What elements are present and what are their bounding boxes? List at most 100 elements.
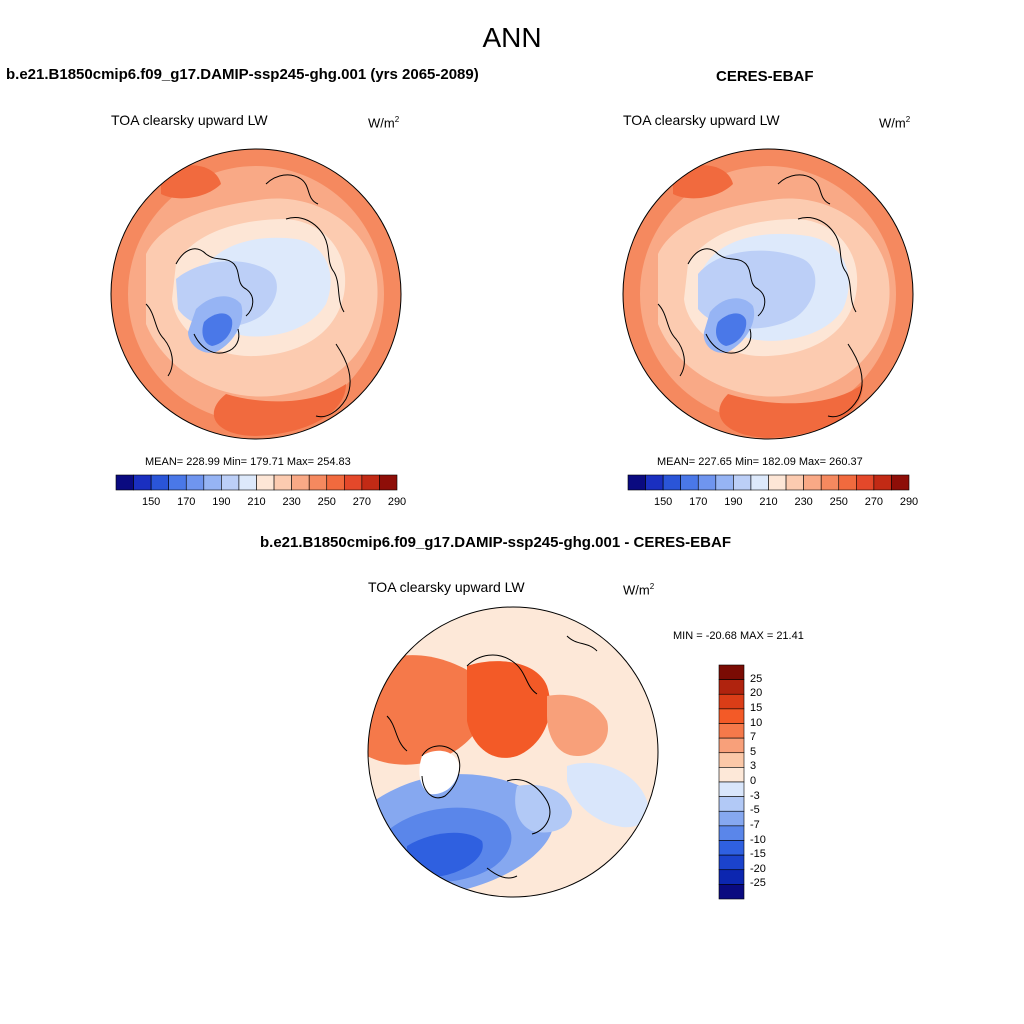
colorbar-diff-tick-label: 0 (750, 775, 757, 787)
colorbar-obs-swatch (820, 474, 840, 491)
colorbar-obs-swatch (768, 474, 787, 491)
map-obs (622, 148, 914, 440)
panel-diff-heading: b.e21.B1850cmip6.f09_g17.DAMIP-ssp245-gh… (260, 534, 731, 551)
colorbar-diff-tick-label: 15 (750, 701, 763, 714)
panel-diff-unit: W/m2 (623, 582, 655, 598)
colorbar-model-swatch (115, 474, 134, 491)
colorbar-diff-tick-label: -7 (750, 818, 760, 831)
map-model (110, 148, 402, 440)
colorbar-diff-tick-label: 7 (750, 731, 757, 744)
colorbar-model-tick-label: 210 (247, 496, 266, 508)
colorbar-obs-swatch (697, 474, 717, 491)
colorbar-model-tick-label: 230 (282, 496, 301, 508)
panel-diff-stats: MIN = -20.68 MAX = 21.41 (673, 630, 804, 642)
map-diff (367, 606, 659, 898)
colorbar-diff-tick-label: -15 (750, 848, 766, 861)
colorbar-diff-swatch (718, 693, 745, 710)
colorbar-obs-swatch (680, 474, 699, 491)
colorbar-obs-tick-label: 150 (653, 496, 673, 508)
colorbar-diff-swatch (718, 810, 745, 827)
colorbar-diff-tick-label: 5 (750, 745, 757, 758)
colorbar-obs-swatch (803, 474, 822, 491)
colorbar-diff-tick-label: -5 (750, 804, 760, 817)
colorbar-obs-tick-label: 230 (794, 496, 813, 508)
colorbar-obs-tick-label: 190 (724, 496, 743, 508)
colorbar-obs-tick-label: 250 (829, 496, 848, 508)
panel-model-stats: MEAN= 228.99 Min= 179.71 Max= 254.83 (145, 456, 351, 468)
panel-obs-heading: CERES-EBAF (716, 68, 814, 85)
colorbar-diff-tick-label: 25 (750, 672, 763, 685)
colorbar-diff-swatch (718, 825, 745, 841)
colorbar-obs-tick-label: 170 (689, 496, 708, 508)
colorbar-model-tick-label: 170 (177, 496, 196, 508)
panel-model-unit: W/m2 (368, 115, 400, 131)
colorbar-obs-swatch (662, 474, 681, 491)
colorbar-diff-swatch (718, 840, 745, 856)
colorbar-model-swatch (256, 474, 275, 491)
colorbar-model-swatch (185, 474, 205, 491)
colorbar-diff-tick-label: 3 (750, 760, 757, 773)
colorbar-diff-swatch (718, 679, 745, 695)
colorbar-model-swatch (379, 474, 398, 491)
colorbar-obs-swatch (715, 474, 734, 491)
colorbar-obs-swatch (873, 474, 892, 491)
colorbar-model-swatch (361, 474, 380, 491)
colorbar-model-swatch (326, 474, 345, 491)
colorbar-diff-swatch (718, 796, 745, 812)
colorbar-model-swatch (308, 474, 328, 491)
panel-obs-variable: TOA clearsky upward LW (623, 112, 780, 128)
panel-obs-unit: W/m2 (879, 115, 911, 131)
panel-model-variable: TOA clearsky upward LW (111, 112, 268, 128)
colorbar-diff-swatch (718, 708, 745, 724)
colorbar-obs-swatch (785, 474, 804, 491)
colorbar-model (115, 474, 398, 491)
colorbar-diff-swatch (718, 854, 745, 871)
colorbar-obs-ticks: 150 170 190 210 230 250 270 290 (628, 496, 918, 510)
colorbar-obs-tick-label: 270 (864, 496, 884, 508)
colorbar-diff-swatch (718, 664, 745, 680)
panel-obs-stats: MEAN= 227.65 Min= 182.09 Max= 260.37 (657, 456, 863, 468)
colorbar-obs-swatch (856, 474, 875, 491)
colorbar-obs-swatch (838, 474, 857, 491)
colorbar-diff-swatch (718, 884, 745, 900)
colorbar-diff (718, 664, 745, 900)
colorbar-diff-tick-label: -10 (750, 833, 766, 846)
colorbar-model-swatch (168, 474, 187, 491)
colorbar-model-swatch (150, 474, 169, 491)
colorbar-diff-swatch (718, 737, 745, 754)
colorbar-obs-tick-label: 290 (899, 496, 919, 508)
colorbar-model-swatch (133, 474, 152, 491)
colorbar-diff-tick-label: 20 (750, 687, 763, 700)
colorbar-diff-swatch (718, 869, 745, 885)
colorbar-obs-swatch (733, 474, 752, 491)
colorbar-obs-swatch (750, 474, 769, 491)
colorbar-model-swatch (291, 474, 310, 491)
colorbar-model-tick-label: 150 (141, 496, 161, 508)
colorbar-model-tick-label: 190 (212, 496, 231, 508)
colorbar-diff-tick-label: -20 (750, 862, 766, 875)
colorbar-obs-tick-label: 210 (759, 496, 778, 508)
colorbar-model-swatch (203, 474, 222, 491)
colorbar-diff-tick-label: -25 (750, 877, 766, 890)
colorbar-obs-swatch (891, 474, 910, 491)
colorbar-model-swatch (273, 474, 292, 491)
colorbar-diff-swatch (718, 723, 745, 739)
colorbar-diff-ticks: 25 20 15 10 7 5 3 0 -3 -5 -7 -10 -15 -20 -25 (750, 665, 790, 899)
colorbar-diff-swatch (718, 767, 745, 783)
colorbar-obs-swatch (645, 474, 664, 491)
colorbar-diff-swatch (718, 752, 745, 768)
colorbar-model-tick-label: 250 (317, 496, 336, 508)
colorbar-obs (627, 474, 910, 491)
panel-model-heading: b.e21.B1850cmip6.f09_g17.DAMIP-ssp245-gh… (6, 66, 479, 83)
panel-diff-variable: TOA clearsky upward LW (368, 579, 525, 595)
colorbar-model-swatch (344, 474, 363, 491)
colorbar-model-ticks: 150 170 190 210 230 250 270 290 (116, 496, 406, 510)
figure-title: ANN (482, 22, 542, 53)
colorbar-obs-swatch (627, 474, 646, 491)
colorbar-model-tick-label: 270 (352, 496, 372, 508)
colorbar-model-swatch (238, 474, 257, 491)
colorbar-diff-tick-label: 10 (750, 716, 763, 729)
colorbar-model-tick-label: 290 (387, 496, 407, 508)
colorbar-diff-tick-label: -3 (750, 789, 760, 802)
colorbar-diff-swatch (718, 781, 745, 797)
